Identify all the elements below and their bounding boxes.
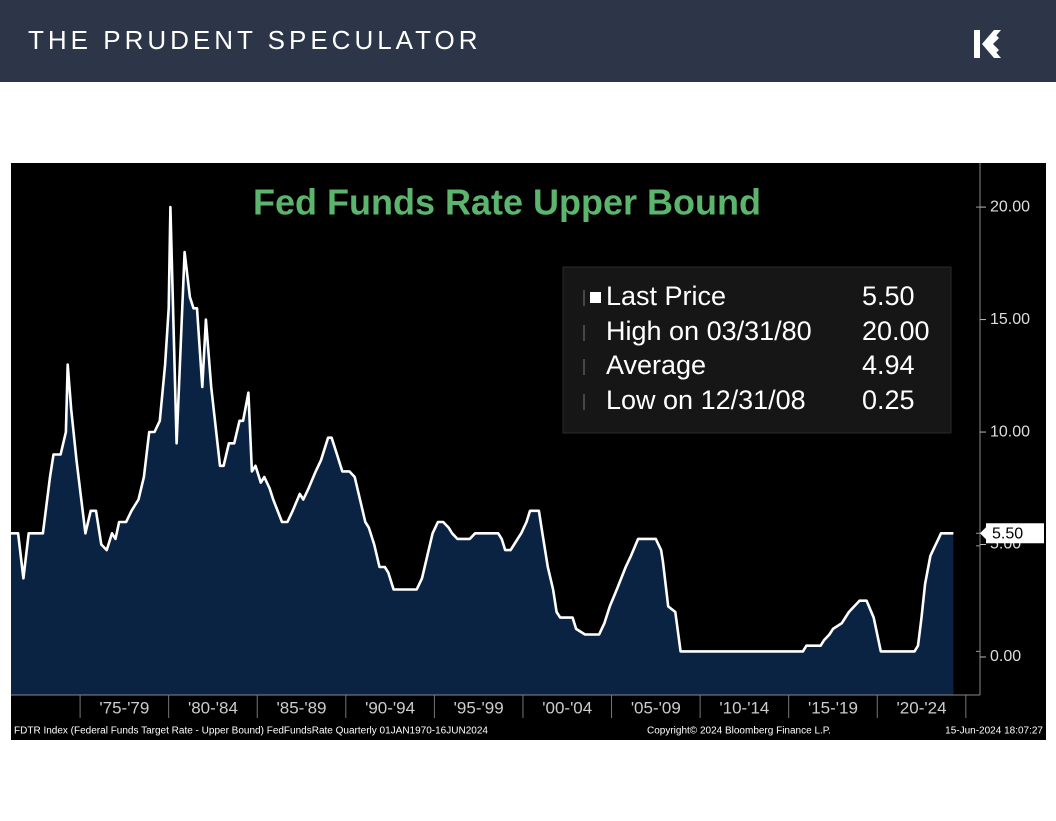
y-tick-label: 0.00 [990,648,1021,665]
x-period-label: '15-'19 [808,698,858,717]
x-period-label: '80-'84 [188,698,238,717]
chart: 0.005.0010.0015.0020.00'75-'79'80-'84'85… [11,163,1044,737]
x-period-label: '10-'14 [719,698,769,717]
legend-label: Last Price [606,281,726,311]
x-period-label: '90-'94 [365,698,415,717]
y-tick-label: 10.00 [990,423,1030,440]
y-tick-label: 15.00 [990,311,1030,328]
footer-center: Copyright© 2024 Bloomberg Finance L.P. [647,726,831,737]
header-bar [0,0,1056,82]
legend-value: 5.50 [862,281,915,311]
x-period-label: '95-'99 [454,698,504,717]
x-period-label: '75-'79 [99,698,149,717]
x-period-label: '85-'89 [277,698,327,717]
footer-left: FDTR Index (Federal Funds Target Rate - … [14,726,488,737]
y-tick-label: 20.00 [990,198,1030,215]
last-price-tag [986,523,1044,544]
x-period-label: '00-'04 [542,698,592,717]
legend-label: Low on 12/31/08 [606,385,806,415]
header-title: THE PRUDENT SPECULATOR [28,25,482,55]
chart-title: Fed Funds Rate Upper Bound [253,182,761,223]
last-price-pointer [980,527,986,540]
legend-swatch [590,292,601,303]
footer-right: 15-Jun-2024 18:07:27 [945,726,1043,737]
legend-label: Average [606,350,706,380]
rate-line [11,205,954,653]
last-price-label: 5.50 [992,525,1023,542]
x-period-label: '05-'09 [631,698,681,717]
legend-box [562,266,952,434]
logo [974,30,1001,58]
x-period-label: '20-'24 [897,698,947,717]
legend-value: 4.94 [862,350,915,380]
legend-value: 0.25 [862,385,915,415]
area-fill [11,207,954,695]
legend-label: High on 03/31/80 [606,316,812,346]
legend-value: 20.00 [862,316,930,346]
